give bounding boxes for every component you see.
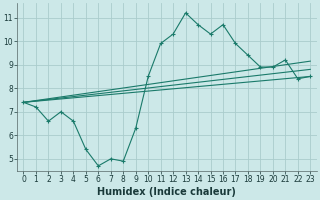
X-axis label: Humidex (Indice chaleur): Humidex (Indice chaleur) — [98, 187, 236, 197]
